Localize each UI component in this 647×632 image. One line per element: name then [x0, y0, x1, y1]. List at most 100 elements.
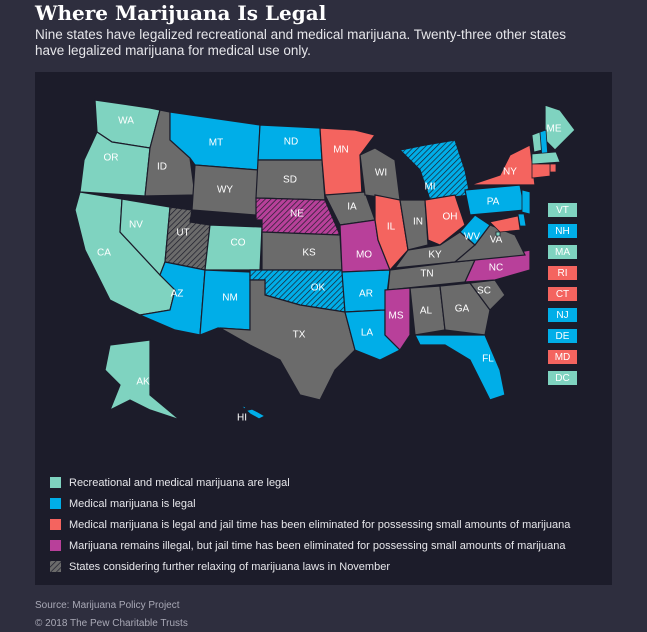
state-label: DC: [555, 373, 569, 384]
state-label: NH: [555, 226, 569, 237]
state-label: FL: [482, 354, 494, 365]
state-shape: [384, 287, 411, 351]
state-hatch: [400, 140, 470, 200]
state-label: HI: [237, 413, 247, 424]
legend-label: Medical marijuana is legal: [69, 498, 196, 510]
state-label: IN: [413, 217, 423, 228]
state-label: DE: [556, 331, 570, 342]
state-label: LA: [361, 328, 374, 339]
legend-swatch: [50, 540, 61, 551]
state-label: CA: [97, 248, 111, 259]
state-key: [548, 350, 577, 364]
state-label: OR: [104, 153, 119, 164]
state-hatch: [165, 207, 210, 270]
state-label: WY: [217, 185, 233, 196]
state-label: VA: [490, 235, 503, 246]
state-key: [548, 287, 577, 301]
state-label: MI: [424, 182, 435, 193]
state-label: AR: [359, 289, 373, 300]
state-shape: [495, 231, 501, 237]
state-label: AK: [136, 377, 150, 388]
state-label: OH: [443, 212, 458, 223]
state-label: NV: [129, 220, 143, 231]
state-shape: [219, 279, 356, 401]
state-label: RI: [558, 268, 568, 279]
state-label: OK: [311, 283, 326, 294]
state-shape: [469, 144, 536, 186]
state-shape: [531, 163, 551, 179]
state-label: AZ: [171, 289, 184, 300]
legend-hatch: [50, 561, 61, 572]
map: WA OR CA NV ID MT WY UT CO AZ NM ND SD NE KS OK TX MN IA MO…: [35, 72, 612, 585]
state-key: [548, 203, 577, 217]
state-label: MO: [356, 250, 372, 261]
legend-label: Medical marijuana is legal and jail time…: [69, 519, 571, 531]
state-label: MD: [555, 352, 571, 363]
state-label: IA: [347, 202, 357, 213]
state-label: MN: [333, 145, 349, 156]
state-label: KY: [428, 250, 442, 261]
state-label: ID: [157, 162, 167, 173]
legend-label: States considering further relaxing of m…: [69, 561, 390, 573]
state-label: NC: [489, 263, 503, 274]
state-shape: [517, 213, 527, 227]
state-label: WV: [464, 232, 480, 243]
state-label: ME: [547, 124, 562, 135]
state-label: KS: [302, 248, 316, 259]
state-label: AL: [420, 306, 433, 317]
legend-label: Marijuana remains illegal, but jail time…: [69, 540, 566, 552]
state-shape: [104, 339, 181, 421]
state-shape: [414, 334, 506, 401]
state-label: NY: [503, 167, 517, 178]
legend-swatch: [50, 477, 61, 488]
state-shape: [459, 214, 491, 246]
state-label: MS: [389, 311, 404, 322]
state-label: IL: [387, 222, 396, 233]
state-key: [548, 245, 577, 259]
legend-label: Recreational and medical marijuana are l…: [69, 477, 290, 489]
subtitle: Nine states have legalized recreational …: [35, 27, 567, 58]
state-key: [548, 224, 577, 238]
state-label: WA: [118, 116, 134, 127]
state-label: UT: [176, 228, 189, 239]
state-key: [548, 266, 577, 280]
state-label: TN: [420, 269, 433, 280]
state-label: VT: [556, 205, 569, 216]
source: Source: Marijuana Policy Project: [35, 600, 180, 611]
state-label: PA: [487, 197, 500, 208]
state-label: NJ: [556, 310, 568, 321]
legend-swatch: [50, 498, 61, 509]
state-shape: [549, 163, 557, 173]
state-label: CO: [231, 238, 246, 249]
state-shape: [521, 189, 531, 215]
state-label: NM: [222, 293, 238, 304]
legend-swatch: [50, 519, 61, 530]
state-shape: [439, 282, 491, 336]
state-key: [548, 371, 577, 385]
state-label: MA: [555, 247, 570, 258]
state-shape: [399, 199, 429, 251]
state-shape: [359, 147, 401, 201]
state-shape: [239, 404, 267, 420]
state-hatch: [256, 198, 340, 235]
state-key: [548, 329, 577, 343]
state-shape: [531, 151, 561, 165]
state-label: NE: [290, 209, 304, 220]
state-shape: [464, 249, 531, 283]
state-label: SD: [283, 175, 297, 186]
title: Where Marijuana Is Legal: [35, 1, 327, 25]
state-shape: [489, 215, 521, 233]
state-label: MT: [209, 138, 223, 149]
state-hatch: [250, 270, 345, 312]
state-label: GA: [455, 304, 470, 315]
state-label: TX: [293, 330, 306, 341]
state-key: [548, 308, 577, 322]
state-label: SC: [477, 286, 491, 297]
state-label: ND: [284, 137, 298, 148]
state-shape: [319, 127, 377, 196]
state-shape: [424, 194, 466, 246]
state-label: WI: [375, 168, 387, 179]
state-label: CT: [556, 289, 569, 300]
copyright: © 2018 The Pew Charitable Trusts: [35, 618, 188, 629]
